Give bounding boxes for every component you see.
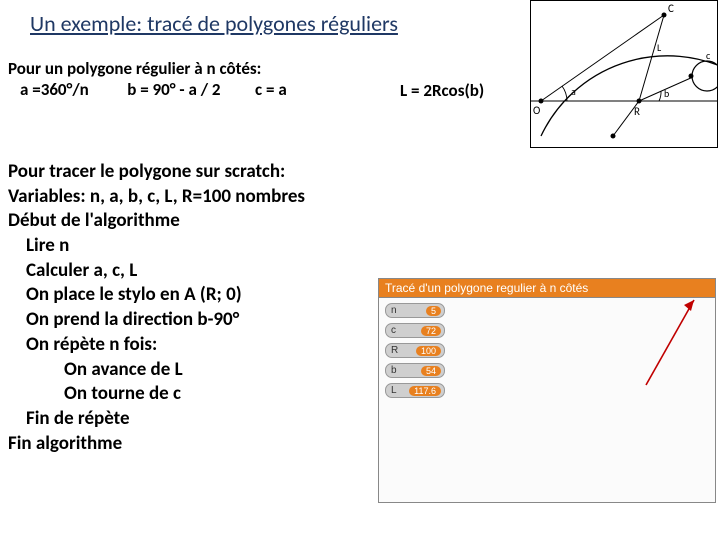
algo-line: Début de l'algorithme: [8, 209, 305, 234]
geom-label-c: c: [706, 49, 711, 62]
geom-label-O: O: [533, 104, 540, 117]
scratch-var-name: n: [389, 305, 401, 316]
algo-line: Fin de répète: [8, 407, 305, 432]
algo-line: On avance de L: [8, 358, 305, 383]
scratch-var-row: R 100: [385, 343, 445, 358]
scratch-var-value: 54: [421, 366, 441, 376]
algo-line: On tourne de c: [8, 382, 305, 407]
scratch-var-name: L: [389, 385, 401, 396]
geometry-diagram: O R C a b L c: [530, 0, 718, 148]
algo-line: On prend la direction b-90°: [8, 308, 305, 333]
scratch-var-row: n 5: [385, 303, 445, 318]
formula-intro: Pour un polygone régulier à n côtés:: [8, 58, 287, 79]
geom-label-C: C: [668, 2, 674, 15]
geom-label-R: R: [634, 105, 640, 118]
scratch-var-row: c 72: [385, 323, 445, 338]
formula-row: a =360°/n b = 90° - a / 2 c = a: [8, 79, 287, 100]
algo-line: On place le stylo en A (R; 0): [8, 283, 305, 308]
slide-title: Un exemple: tracé de polygones réguliers: [30, 10, 398, 37]
formula-a: a =360°/n: [20, 79, 89, 100]
algo-line: Calculer a, c, L: [8, 259, 305, 284]
geom-label-b: b: [664, 87, 669, 100]
scratch-var-name: c: [389, 325, 400, 336]
scratch-var-value: 72: [421, 326, 441, 336]
formula-c: c = a: [255, 79, 287, 100]
scratch-var-value: 5: [426, 306, 441, 316]
scratch-var-value: 100: [416, 346, 441, 356]
scratch-var-name: b: [389, 365, 401, 376]
scratch-var-row: b 54: [385, 363, 445, 378]
formula-L: L = 2Rcos(b): [400, 80, 484, 101]
algo-line: Fin algorithme: [8, 432, 305, 457]
red-arrow-icon: [634, 290, 704, 400]
geom-label-L: L: [657, 41, 662, 54]
formulas-block: Pour un polygone régulier à n côtés: a =…: [8, 58, 287, 101]
geom-label-a: a: [571, 85, 576, 98]
algo-line: Lire n: [8, 234, 305, 259]
algo-line: On répète n fois:: [8, 333, 305, 358]
scratch-var-name: R: [389, 345, 402, 356]
formula-b: b = 90° - a / 2: [127, 79, 220, 100]
algo-line: Pour tracer le polygone sur scratch:: [8, 160, 305, 185]
algo-line: Variables: n, a, b, c, L, R=100 nombres: [8, 185, 305, 210]
scratch-var-value: 117.6: [409, 386, 441, 396]
algorithm-block: Pour tracer le polygone sur scratch: Var…: [8, 160, 305, 456]
scratch-var-row: L 117.6: [385, 383, 445, 398]
